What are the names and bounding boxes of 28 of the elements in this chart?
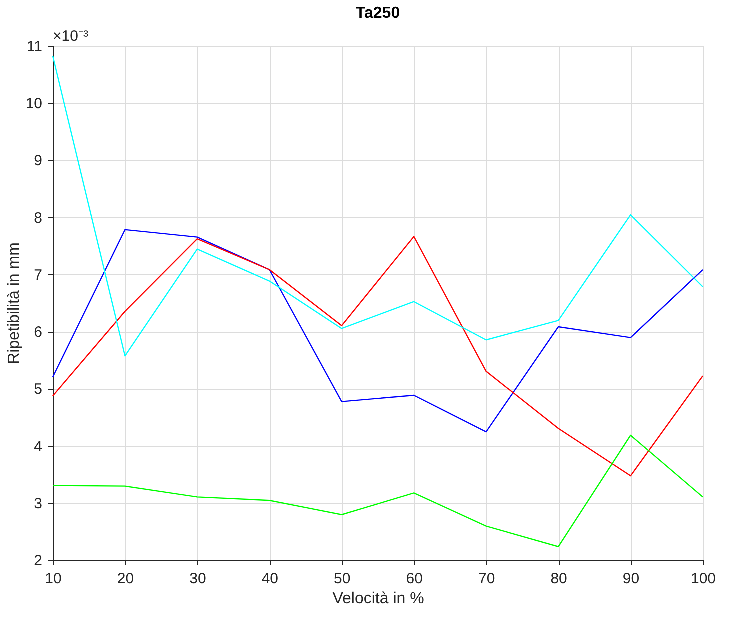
y-tick-label: 4 bbox=[34, 438, 42, 456]
y-tick-label: 8 bbox=[34, 210, 42, 227]
x-tick-label: 100 bbox=[690, 570, 716, 588]
y-tick-label: 7 bbox=[34, 266, 42, 284]
line-series bbox=[52, 434, 704, 548]
line-series bbox=[52, 236, 704, 477]
y-tick-label: 5 bbox=[34, 381, 42, 398]
x-tick-label: 50 bbox=[334, 570, 351, 588]
y-tick-label: 2 bbox=[34, 552, 42, 570]
y-tick-label: 10 bbox=[26, 96, 42, 113]
text: ×10⁻³ bbox=[53, 28, 88, 45]
y-tick-label: 6 bbox=[34, 324, 42, 342]
x-tick-label: 90 bbox=[622, 570, 640, 588]
y-tick-label: 9 bbox=[34, 152, 42, 170]
line-series bbox=[52, 56, 704, 357]
x-tick-label: 40 bbox=[262, 570, 279, 588]
x-tick-label: 10 bbox=[45, 570, 62, 588]
y-tick-label: 11 bbox=[26, 38, 42, 56]
x-tick-label: 30 bbox=[190, 570, 206, 588]
y-tick-label: 3 bbox=[34, 495, 42, 512]
x-tick-label: 70 bbox=[478, 570, 496, 588]
x-tick-label: 60 bbox=[406, 570, 423, 588]
x-tick-label: 20 bbox=[117, 570, 134, 588]
x-axis-title: Velocità in % bbox=[332, 590, 424, 608]
chart-title: Ta250 bbox=[356, 5, 400, 22]
line-series bbox=[52, 229, 704, 433]
y-axis-title: Ripetibilità in mm bbox=[6, 242, 23, 364]
x-tick-label: 80 bbox=[550, 570, 568, 588]
